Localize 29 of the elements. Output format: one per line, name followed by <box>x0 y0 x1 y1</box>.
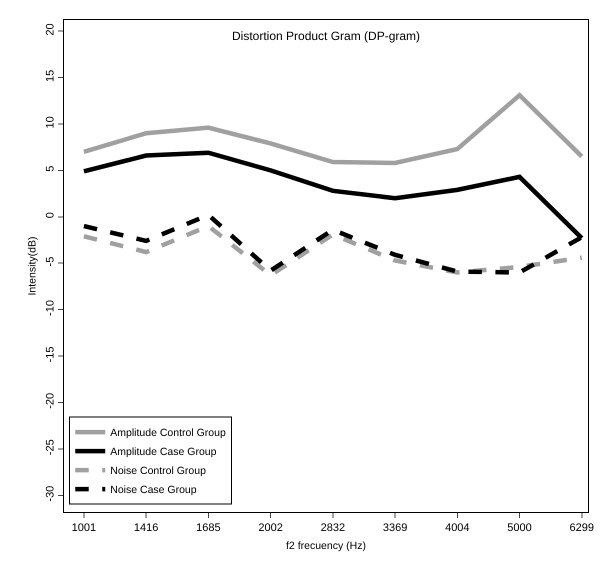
y-tick-label: -25 <box>44 439 57 456</box>
y-tick-label: -5 <box>44 256 57 266</box>
x-tick-label: 2832 <box>320 522 346 534</box>
text: Distortion Product Gram (DP-gram) <box>232 29 420 43</box>
x-tick-label: 6299 <box>570 522 594 534</box>
legend-label: Amplitude Case Group <box>110 446 217 458</box>
y-tick-label: 15 <box>44 70 57 82</box>
line-series <box>82 92 584 166</box>
x-tick-label: 2002 <box>258 522 283 534</box>
y-tick-label: 0 <box>44 212 57 218</box>
x-axis-title: f2 frecuency (Hz) <box>286 540 366 552</box>
legend-label: Noise Control Group <box>110 465 206 478</box>
x-tick-label: 3369 <box>382 522 408 534</box>
x-tick-label: 1685 <box>196 522 221 534</box>
y-tick-label: -15 <box>44 346 57 362</box>
legend-label: Noise Case Group <box>110 484 197 496</box>
x-tick-label: 5000 <box>507 522 532 534</box>
x-tick-label: 4004 <box>445 522 470 534</box>
x-tick-label: 1416 <box>134 522 158 534</box>
line-series <box>82 224 584 278</box>
y-tick-label: -20 <box>44 392 57 409</box>
y-tick-label: 5 <box>44 166 57 172</box>
x-tick-label: 1001 <box>72 522 96 534</box>
y-axis-title: Intensity(dB) <box>26 236 38 296</box>
y-tick-label: 10 <box>44 116 57 128</box>
legend-label: Amplitude Control Group <box>110 427 226 440</box>
y-tick-label: -30 <box>44 486 57 502</box>
y-tick-label: -10 <box>44 300 57 316</box>
y-tick-label: 20 <box>44 23 57 36</box>
